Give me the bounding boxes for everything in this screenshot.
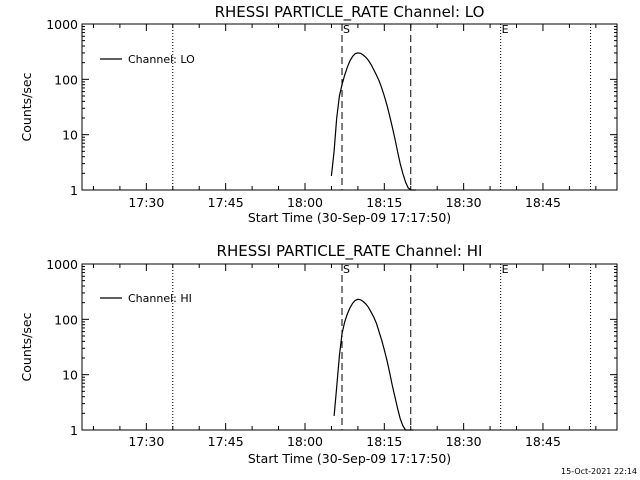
- x-tick-label: 18:45: [525, 434, 561, 449]
- panel-hi: RHESSI PARTICLE_RATE Channel: HI 1 10 100 10…: [19, 242, 618, 466]
- y-tick-label: 100: [54, 72, 78, 87]
- x-axis-label: Start Time (30-Sep-09 17:17:50): [248, 451, 451, 466]
- x-tick-label: 18:00: [287, 434, 323, 449]
- x-tick-label: 18:30: [446, 434, 482, 449]
- x-tick-label: 18:15: [366, 195, 402, 210]
- y-tick-label: 1: [70, 183, 78, 198]
- x-tick-label: 17:45: [208, 195, 244, 210]
- series-line: [330, 52, 416, 191]
- x-tick-label: 17:30: [128, 195, 164, 210]
- marker-label: S: [343, 263, 350, 276]
- y-tick-label: 1000: [46, 17, 78, 32]
- plot-frame: [81, 263, 618, 431]
- y-tick-label: 10: [62, 128, 78, 143]
- marker-label: E: [502, 263, 509, 276]
- series-line: [333, 298, 414, 431]
- marker-label: S: [343, 23, 350, 36]
- x-tick-label: 18:45: [525, 195, 561, 210]
- y-tick-label: 100: [54, 312, 78, 327]
- marker-label: E: [502, 23, 509, 36]
- y-axis-label: Counts/sec: [19, 72, 34, 141]
- plot-frame: [81, 23, 618, 191]
- x-tick-label: 18:00: [287, 195, 323, 210]
- x-tick-label: 18:15: [366, 434, 402, 449]
- x-tick-label: 17:45: [208, 434, 244, 449]
- timestamp-label: 15-Oct-2021 22:14: [561, 467, 637, 476]
- chart-title: RHESSI PARTICLE_RATE Channel: LO: [215, 3, 485, 22]
- y-tick-label: 1: [70, 423, 78, 438]
- x-tick-label: 18:30: [446, 195, 482, 210]
- panel-lo: RHESSI PARTICLE_RATE Channel: LO 1 10 100 10…: [19, 3, 618, 225]
- y-tick-label: 1000: [46, 257, 78, 272]
- legend-label: Channel: LO: [128, 53, 195, 66]
- legend-label: Channel: HI: [128, 292, 192, 305]
- y-tick-label: 10: [62, 368, 78, 383]
- y-axis-label: Counts/sec: [19, 312, 34, 381]
- chart-title: RHESSI PARTICLE_RATE Channel: HI: [217, 242, 483, 261]
- x-axis-label: Start Time (30-Sep-09 17:17:50): [248, 210, 451, 225]
- x-tick-label: 17:30: [128, 434, 164, 449]
